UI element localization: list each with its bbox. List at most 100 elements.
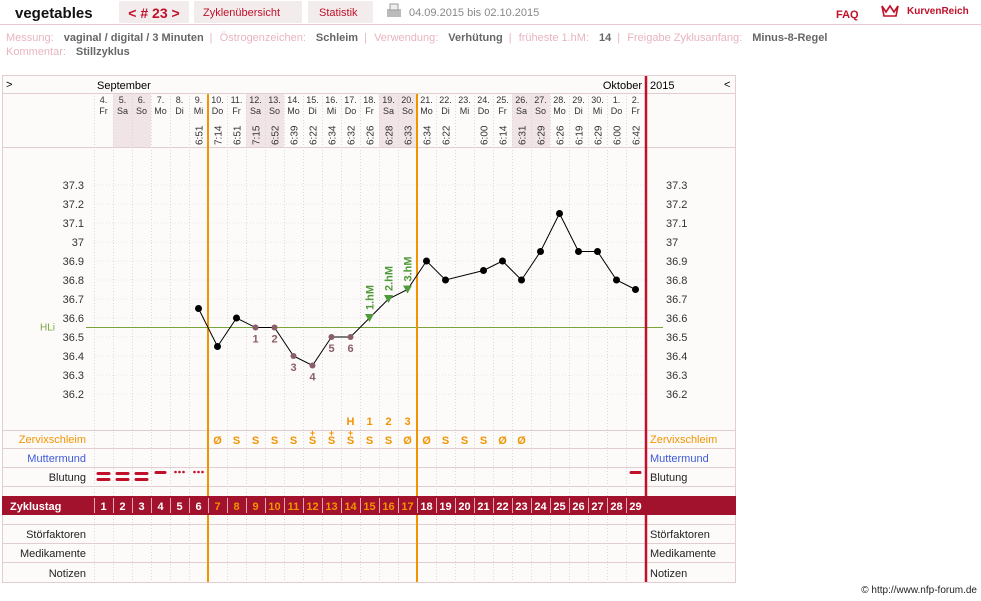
day-number: 20. (401, 95, 414, 105)
measure-time: 6:29 (594, 125, 605, 145)
weekday: Mi (460, 106, 470, 116)
row-label: Störfaktoren (26, 529, 86, 541)
weekday: Mo (154, 106, 167, 116)
hm-label: 1.hM (365, 285, 377, 310)
weekday: Mo (287, 106, 300, 116)
measure-time: 6:31 (518, 125, 529, 145)
weekday: Mi (194, 106, 204, 116)
row-label: Medikamente (20, 548, 86, 560)
weekday: Do (611, 106, 623, 116)
mucus: Ø (403, 435, 412, 447)
mucus: Ø (422, 435, 431, 447)
low-point-label: 3 (290, 362, 296, 374)
row-label: Zervixschleim (19, 434, 86, 446)
crown (881, 4, 899, 17)
weekday: Fr (631, 106, 640, 116)
tab[interactable] (308, 1, 373, 23)
day-number: 18. (363, 95, 376, 105)
tab-label[interactable]: Zyklenübersicht (203, 7, 280, 19)
page-title: vegetables (15, 5, 93, 22)
mucus: Ø (498, 435, 507, 447)
day-number: 29. (572, 95, 585, 105)
measure-time: 6:34 (423, 125, 434, 145)
cycle-day: 21 (477, 501, 489, 513)
y-tick-label-right: 36.6 (666, 313, 687, 325)
low-point (309, 362, 316, 369)
cycle-day: 28 (610, 501, 622, 513)
bleeding (197, 470, 200, 474)
print-icon[interactable] (387, 3, 401, 17)
day-number: 14. (287, 95, 300, 105)
cycle-nav[interactable]: < # 23 > (128, 5, 179, 21)
cycle-day: 23 (515, 501, 527, 513)
symbol: 2 (385, 416, 391, 428)
day-number: 19. (382, 95, 395, 105)
weekend-shade (379, 93, 398, 147)
separator: | (364, 32, 367, 44)
bleeding (201, 470, 204, 474)
y-tick-label: 36.9 (63, 256, 84, 268)
row-label-right: Notizen (650, 568, 687, 580)
info-label: Freigabe Zyklusanfang: (627, 32, 742, 44)
temperature-point (556, 210, 563, 217)
nav-tab[interactable] (119, 1, 189, 23)
cycle-day: 2 (119, 501, 125, 513)
printer-paper[interactable] (389, 3, 399, 11)
weekend-shade (132, 93, 151, 147)
tab[interactable] (194, 1, 302, 23)
mucus: S (347, 435, 354, 447)
tab-label[interactable]: Statistik (319, 7, 358, 19)
day-number: 8. (176, 95, 184, 105)
printer[interactable] (387, 9, 401, 17)
y-tick-label: 37.2 (63, 199, 84, 211)
year: 2015 (650, 80, 674, 92)
temperature-point (518, 276, 525, 284)
mucus: S (271, 435, 278, 447)
copyright: © http://www.nfp-forum.de (861, 585, 977, 596)
day-number: 12. (249, 95, 262, 105)
hm-point (365, 314, 374, 322)
weekend-shade (265, 93, 284, 147)
hli-label: HLi (40, 323, 55, 334)
info-value: Schleim (316, 32, 358, 44)
info-label: Messung: (6, 32, 54, 44)
low-point (252, 324, 259, 331)
weekday: Mi (327, 106, 337, 116)
brand[interactable]: KurvenReich (907, 6, 969, 17)
low-point-label: 6 (347, 343, 353, 355)
low-point-label: 4 (309, 372, 316, 384)
cycle-day: 1 (100, 501, 106, 513)
weekday: Fr (365, 106, 374, 116)
info-label: früheste 1.hM: (519, 32, 589, 44)
info-label: Östrogenzeichen: (220, 32, 306, 44)
measure-time: 6:51 (233, 125, 244, 145)
y-tick-label: 37 (72, 237, 84, 249)
y-tick-label-right: 36.7 (666, 294, 687, 306)
mucus: S (233, 435, 240, 447)
faq-link[interactable]: FAQ (836, 9, 859, 21)
measure-time: 7:14 (214, 125, 225, 145)
cycle-day: 26 (572, 501, 584, 513)
hm-label: 3.hM (403, 256, 415, 281)
day-number: 6. (138, 95, 146, 105)
temperature-point (480, 267, 487, 274)
weekday: Sa (516, 106, 527, 116)
cycle-day: 16 (382, 501, 394, 513)
cycle-day: 5 (176, 501, 182, 513)
day-number: 11. (231, 95, 243, 105)
info-value: 14 (599, 32, 612, 44)
day-number: 16. (325, 95, 338, 105)
y-tick-label: 36.5 (63, 332, 84, 344)
hm-point (384, 295, 393, 303)
row-label-right: Störfaktoren (650, 529, 710, 541)
y-tick-label-right: 37.1 (666, 218, 687, 230)
weekday: Mo (553, 106, 566, 116)
row-label-right: Zervixschleim (650, 434, 717, 446)
info-value: vaginal / digital / 3 Minuten (64, 32, 204, 44)
weekday: Sa (250, 106, 261, 116)
mucus: S (442, 435, 449, 447)
cycle-day-band (2, 496, 736, 515)
cycle-day: 7 (214, 501, 220, 513)
cycle-day: 27 (591, 501, 603, 513)
